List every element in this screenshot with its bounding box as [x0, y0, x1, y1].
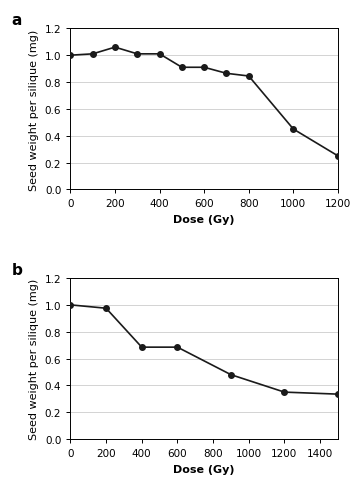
Text: b: b	[12, 263, 23, 277]
X-axis label: Dose (Gy): Dose (Gy)	[174, 464, 235, 474]
Y-axis label: Seed weight per silique (mg): Seed weight per silique (mg)	[29, 278, 39, 439]
Y-axis label: Seed weight per silique (mg): Seed weight per silique (mg)	[29, 29, 39, 190]
X-axis label: Dose (Gy): Dose (Gy)	[174, 215, 235, 224]
Text: a: a	[12, 13, 22, 28]
